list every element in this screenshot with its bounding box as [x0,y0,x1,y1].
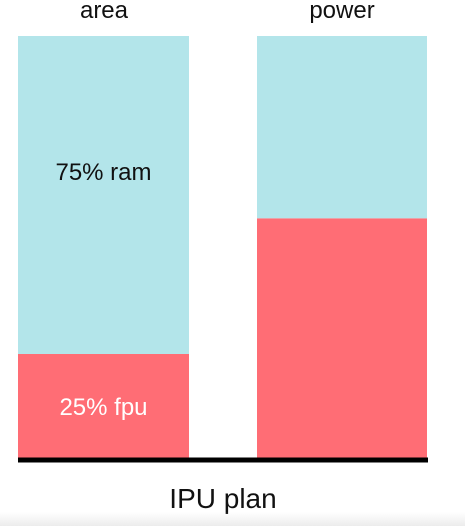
bar-segment-area-fpu [18,354,189,460]
bottom-fade [0,512,465,526]
segment-label-area-fpu: 25% fpu [59,394,147,421]
column-label-area: area [80,0,129,24]
segment-label-area-ram: 75% ram [55,159,151,186]
bar-segment-area-ram [18,36,189,354]
bars-layer [18,36,427,460]
labels-layer: 25% fpu 75% ram [55,159,151,421]
bar-segment-power-ram [257,36,427,219]
column-label-power: power [309,0,374,24]
chart-title: IPU plan [169,483,276,514]
bar-segment-power-fpu [257,218,427,460]
